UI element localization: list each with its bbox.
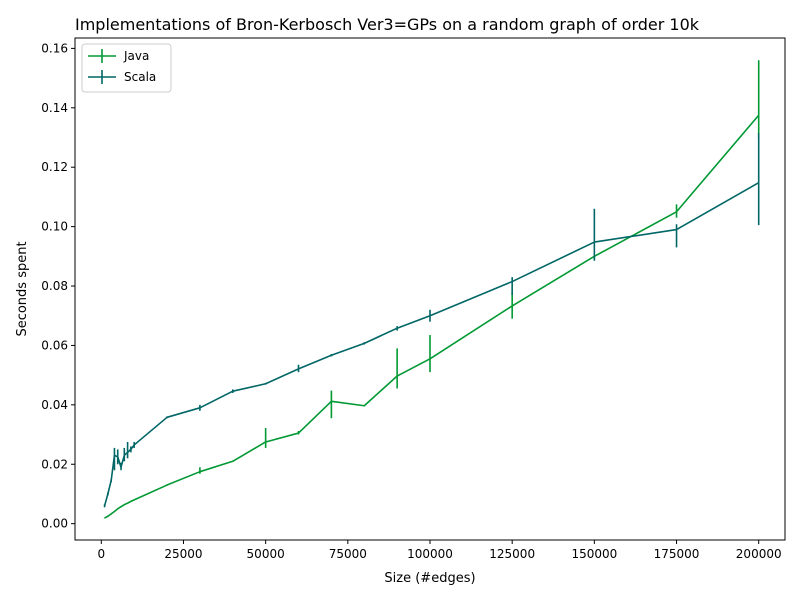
series-line (104, 114, 760, 519)
y-tick-label: 0.02 (41, 457, 68, 471)
x-tick-label: 200000 (736, 547, 782, 561)
y-tick-label: 0.04 (41, 398, 68, 412)
x-tick-label: 100000 (407, 547, 453, 561)
x-tick-label: 0 (97, 547, 105, 561)
y-tick-label: 0.14 (41, 101, 68, 115)
x-axis: 0 25000 50000 75000 100000 125000 150000 175000… (97, 540, 782, 561)
y-tick-label: 0.06 (41, 338, 68, 352)
series-line (103, 181, 760, 507)
x-tick-label: 50000 (247, 547, 285, 561)
y-tick-label: 0.16 (41, 41, 68, 55)
y-axis: 0.00 0.02 0.04 0.06 0.08 0.10 0.12 0.14 0.16 (41, 41, 75, 531)
series-scala (103, 133, 760, 508)
legend-label: Java (123, 49, 149, 63)
y-tick-label: 0.12 (41, 160, 68, 174)
y-axis-label: Seconds spent (15, 241, 30, 336)
x-tick-label: 125000 (489, 547, 535, 561)
y-tick-label: 0.08 (41, 279, 68, 293)
y-tick-label: 0.00 (41, 517, 68, 531)
legend: Java Scala (81, 43, 172, 93)
plot-frame (74, 37, 786, 541)
series-java (103, 60, 760, 519)
x-axis-label: Size (#edges) (384, 571, 475, 586)
x-tick-label: 75000 (329, 547, 367, 561)
y-tick-label: 0.10 (41, 220, 68, 234)
legend-label: Scala (124, 70, 156, 84)
series-layer (103, 60, 760, 519)
x-tick-label: 25000 (164, 547, 202, 561)
x-tick-label: 175000 (654, 547, 700, 561)
x-tick-label: 150000 (571, 547, 617, 561)
chart-title: Implementations of Bron-Kerbosch Ver3=GP… (75, 15, 700, 34)
